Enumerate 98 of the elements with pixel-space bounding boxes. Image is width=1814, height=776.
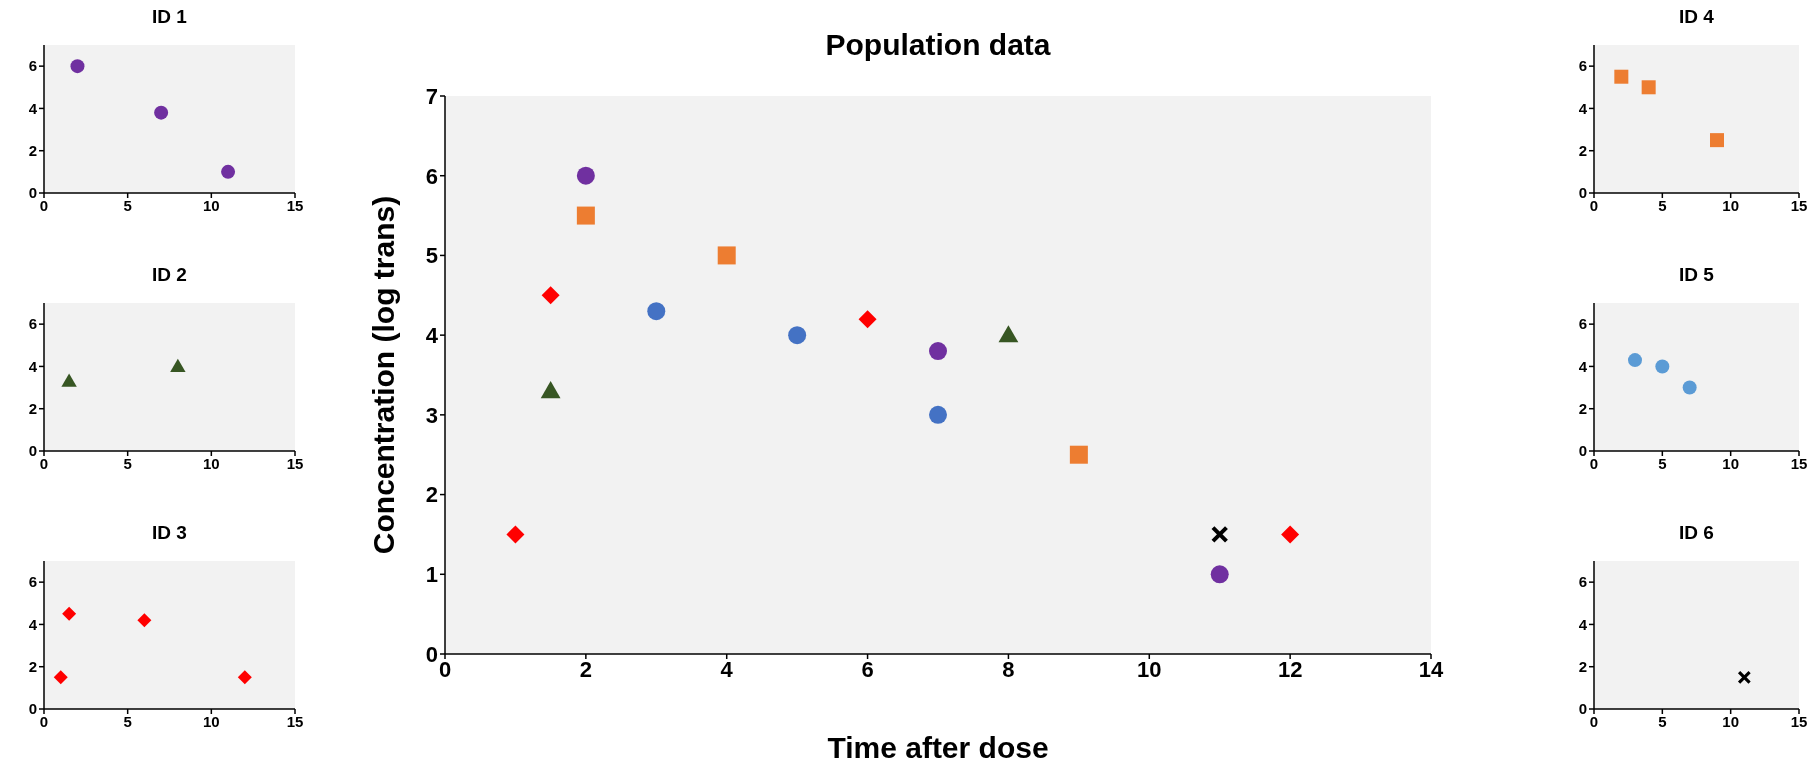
y-tick-label: 2 [1578,400,1587,418]
x-tick-label: 0 [39,454,49,472]
y-tick-label: 6 [1578,573,1587,591]
x-tick-label: 5 [123,454,132,472]
point [137,613,152,628]
point [929,405,947,424]
point [1710,133,1724,148]
point [858,310,877,329]
y-tick-label: 0 [28,700,37,718]
y-tick-label: 6 [28,57,37,75]
x-tick-label: 15 [1790,712,1808,730]
x-tick-label: 10 [1722,454,1740,472]
y-tick-label: 6 [1578,57,1587,75]
chart-title: ID 3 [151,522,188,544]
x-tick-label: 15 [1790,196,1808,214]
point [70,59,85,74]
point [1628,353,1642,368]
y-tick-label: 4 [28,357,38,375]
point [540,381,561,399]
x-tick-label: 0 [1589,712,1599,730]
y-axis-title: Concentration (log trans) [366,195,400,555]
y-tick-label: 4 [28,615,38,633]
x-tick-label: 5 [1658,454,1667,472]
x-tick-label: 5 [1658,196,1667,214]
x-tick-label: 14 [1418,656,1444,682]
x-tick-label: 10 [1722,712,1740,730]
y-tick-label: 2 [1578,142,1587,160]
chart-title: ID 6 [1678,522,1715,544]
x-tick-label: 8 [1002,656,1015,682]
y-tick-label: 3 [425,402,438,428]
y-tick-label: 2 [28,400,37,418]
y-tick-label: 4 [28,99,38,117]
point [62,606,77,621]
y-tick-label: 0 [28,184,37,202]
y-tick-label: 4 [1578,99,1588,117]
point [541,286,560,305]
point [788,326,807,345]
x-tick-label: 2 [579,656,592,682]
x-tick-label: 0 [1589,196,1599,214]
x-tick-label: 5 [123,712,132,730]
x-tick-label: 5 [123,196,132,214]
point [576,166,595,185]
x-tick-label: 10 [202,454,220,472]
point [154,105,169,120]
x-tick-label: 6 [861,656,874,682]
y-tick-label: 0 [1578,442,1587,460]
point [929,342,947,361]
y-tick-label: 6 [425,163,438,189]
x-tick-label: 5 [1658,712,1667,730]
x-axis-title: Time after dose [827,731,1049,764]
x-tick-label: 12 [1277,656,1303,682]
y-tick-label: 6 [1578,315,1587,333]
point [647,302,666,321]
point [1281,525,1300,544]
x-tick-label: 10 [1137,656,1162,682]
x-tick-label: 15 [286,454,304,472]
point [1641,80,1656,95]
y-tick-label: 2 [28,142,37,160]
y-tick-label: 6 [28,315,37,333]
x-tick-label: 0 [39,196,49,214]
y-tick-label: 4 [1578,615,1588,633]
chart-title: ID 1 [151,6,188,28]
x-tick-label: 15 [286,712,304,730]
point [221,164,236,179]
chart-title: ID 5 [1678,264,1715,286]
point [1210,565,1229,584]
y-tick-label: 0 [1578,184,1587,202]
y-tick-label: 1 [425,562,438,588]
x-tick-label: 10 [202,712,220,730]
point [1210,525,1229,544]
x-tick-label: 4 [720,656,734,682]
x-tick-label: 15 [286,196,304,214]
chart-title: ID 4 [1678,6,1715,28]
x-tick-label: 15 [1790,454,1808,472]
y-tick-label: 2 [425,482,438,508]
chart-title: ID 2 [151,264,188,286]
y-tick-label: 7 [425,83,438,109]
point [1614,69,1629,84]
x-tick-label: 10 [202,196,220,214]
y-tick-label: 5 [425,243,438,269]
point [717,246,736,265]
x-tick-label: 0 [39,712,49,730]
point [1069,445,1088,464]
point [53,670,68,685]
point [998,325,1019,343]
y-tick-label: 0 [28,442,37,460]
point [237,670,252,685]
y-tick-label: 6 [28,573,37,591]
point [1682,380,1697,395]
point [576,206,595,225]
x-tick-label: 0 [1589,454,1599,472]
y-tick-label: 0 [1578,700,1587,718]
point [1655,359,1670,374]
point [506,525,525,544]
y-tick-label: 4 [425,322,439,348]
y-tick-label: 4 [1578,357,1588,375]
chart-title: Population data [824,28,1052,62]
x-tick-label: 10 [1722,196,1740,214]
